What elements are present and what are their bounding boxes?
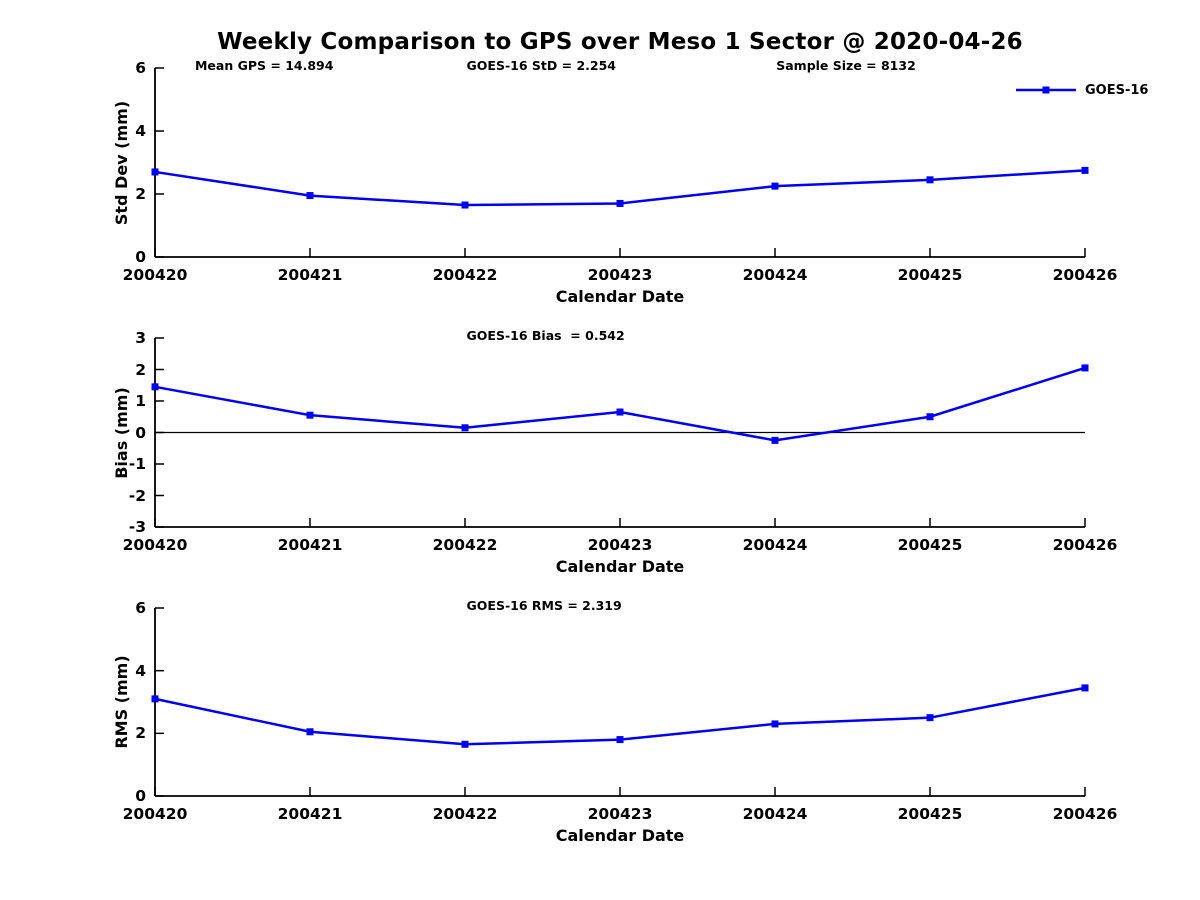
annotation-text: Sample Size = 8132 (776, 58, 916, 73)
x-tick-label: 200425 (897, 266, 963, 284)
x-tick-label: 200424 (742, 266, 808, 284)
x-axis-title: Calendar Date (555, 826, 685, 845)
y-tick-label: 3 (135, 329, 146, 347)
y-axis-title: Std Dev (mm) (112, 100, 131, 225)
x-tick-label: 200422 (432, 805, 498, 823)
legend-line-icon (1016, 86, 1076, 94)
annotation-text: Mean GPS = 14.894 (194, 58, 334, 73)
x-tick-label: 200421 (277, 805, 343, 823)
data-point-marker (461, 424, 469, 432)
x-tick-label: 200425 (897, 805, 963, 823)
x-tick-label: 200421 (277, 536, 343, 554)
y-tick-label: -1 (128, 455, 146, 473)
x-tick-label: 200423 (587, 805, 653, 823)
data-point-marker (616, 199, 624, 207)
data-point-marker (151, 383, 159, 391)
x-tick-label: 200426 (1052, 266, 1118, 284)
x-tick-label: 200424 (742, 805, 808, 823)
y-tick-label: 2 (135, 185, 146, 203)
y-tick-label: -3 (128, 518, 146, 536)
annotation-text: GOES-16 StD = 2.254 (466, 58, 616, 73)
y-tick-label: 2 (135, 724, 146, 743)
x-tick-label: 200421 (277, 266, 343, 284)
y-axis-title: RMS (mm) (112, 655, 131, 749)
data-point-marker (771, 436, 779, 444)
y-tick-label: 1 (135, 392, 146, 410)
data-point-marker (926, 413, 934, 421)
x-tick-label: 200420 (122, 805, 188, 823)
y-tick-label: -2 (128, 486, 146, 505)
data-point-marker (306, 411, 314, 419)
data-point-marker (771, 720, 779, 728)
data-point-marker (461, 740, 469, 748)
data-point-marker (461, 201, 469, 209)
data-point-marker (306, 192, 314, 200)
y-tick-label: 4 (135, 122, 146, 140)
x-tick-label: 200423 (587, 266, 653, 284)
data-point-marker (151, 168, 159, 176)
chart-3-plot-area (151, 607, 1089, 797)
data-point-marker (616, 736, 624, 744)
x-axis-title: Calendar Date (555, 557, 685, 576)
data-point-marker (1081, 166, 1089, 174)
goes-16-series-line (154, 366, 1086, 442)
chart-1-plot-area (151, 67, 1089, 258)
x-tick-label: 200420 (122, 536, 188, 554)
annotation-text: GOES-16 RMS = 2.319 (466, 598, 622, 613)
x-tick-label: 200420 (122, 266, 188, 284)
annotation-text: GOES-16 Bias = 0.542 (466, 328, 625, 343)
x-tick-label: 200422 (432, 536, 498, 554)
data-point-marker (151, 695, 159, 703)
y-tick-label: 0 (135, 248, 146, 266)
data-point-marker (1081, 684, 1089, 692)
data-point-marker (926, 714, 934, 722)
legend-label: GOES-16 (1085, 82, 1149, 98)
data-point-marker (1081, 364, 1089, 372)
y-tick-label: 6 (135, 59, 146, 77)
data-point-marker (616, 408, 624, 416)
y-tick-label: 0 (135, 787, 146, 805)
x-tick-label: 200422 (432, 266, 498, 284)
x-tick-label: 200425 (897, 536, 963, 554)
data-point-marker (926, 176, 934, 184)
goes-16-series-line (154, 169, 1086, 207)
x-tick-label: 200424 (742, 536, 808, 554)
goes-16-series-line (154, 686, 1086, 746)
x-tick-label: 200426 (1052, 805, 1118, 823)
data-point-marker (771, 182, 779, 190)
x-tick-label: 200423 (587, 536, 653, 554)
legend: GOES-16 (1014, 82, 1148, 98)
y-tick-label: 4 (135, 661, 146, 680)
chart-2-plot-area (151, 337, 1089, 528)
y-axis-title: Bias (mm) (112, 386, 131, 479)
x-tick-label: 200426 (1052, 536, 1118, 554)
y-tick-label: 6 (135, 599, 146, 617)
figure-title: Weekly Comparison to GPS over Meso 1 Sec… (217, 29, 1023, 55)
data-point-marker (306, 728, 314, 736)
x-axis-title: Calendar Date (555, 287, 685, 306)
y-tick-label: 0 (135, 423, 146, 442)
y-tick-label: 2 (135, 360, 146, 379)
